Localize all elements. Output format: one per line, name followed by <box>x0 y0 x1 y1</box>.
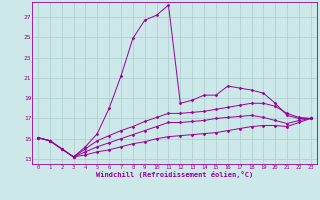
X-axis label: Windchill (Refroidissement éolien,°C): Windchill (Refroidissement éolien,°C) <box>96 171 253 178</box>
